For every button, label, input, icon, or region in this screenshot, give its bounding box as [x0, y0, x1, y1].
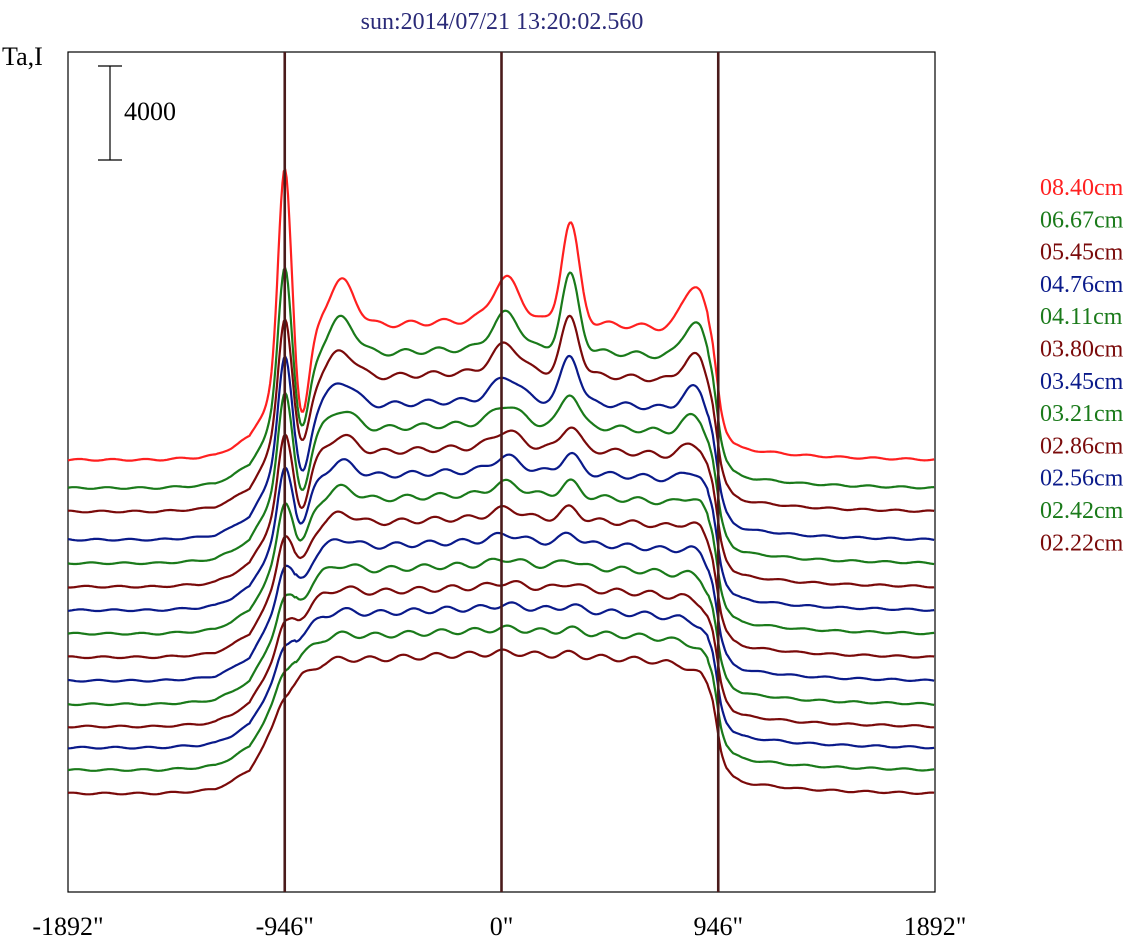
x-axis-ticks: -1892" -946" 0" 946" 1892" — [32, 912, 966, 941]
x-tick-label: -1892" — [32, 912, 103, 941]
legend-entry: 03.21cm — [1040, 401, 1124, 427]
legend-entry: 03.45cm — [1040, 369, 1124, 395]
legend-entry: 05.45cm — [1040, 240, 1124, 266]
x-tick-label: 0" — [490, 912, 514, 941]
legend-entry: 02.56cm — [1040, 466, 1124, 492]
legend-entry: 03.80cm — [1040, 337, 1124, 363]
x-tick-label: 946" — [693, 912, 743, 941]
y-axis-label: Ta,I — [2, 42, 43, 71]
scale-bar-label: 4000 — [124, 97, 176, 126]
x-tick-label: -946" — [256, 912, 314, 941]
legend-entry: 02.42cm — [1040, 498, 1124, 524]
limb-markers — [283, 52, 720, 892]
legend-entry: 04.76cm — [1040, 272, 1124, 298]
scale-bar: 4000 — [98, 65, 176, 161]
legend-entry: 02.22cm — [1040, 530, 1124, 556]
legend-entry: 08.40cm — [1040, 175, 1124, 201]
chart-title: sun:2014/07/21 13:20:02.560 — [361, 9, 644, 35]
legend-entry: 04.11cm — [1040, 304, 1123, 330]
legend-entry: 02.86cm — [1040, 433, 1124, 459]
x-tick-label: 1892" — [904, 912, 967, 941]
legend-entry: 06.67cm — [1040, 207, 1124, 233]
legend: 08.40cm 06.67cm 05.45cm 04.76cm 04.11cm 03.80… — [1040, 175, 1124, 556]
